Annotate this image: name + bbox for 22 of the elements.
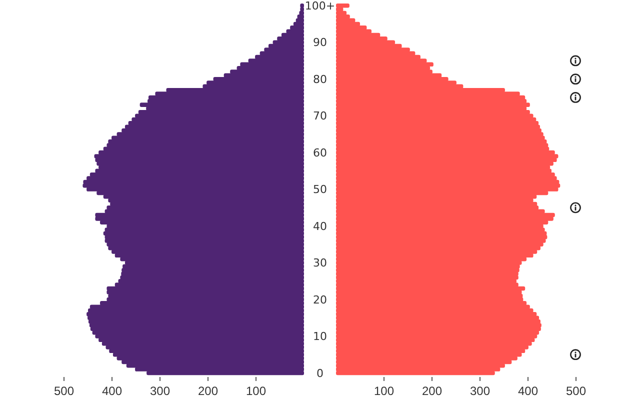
y-tick-label: 20 [313, 293, 327, 306]
x-tick-label: 200 [422, 384, 442, 398]
y-tick-label: 90 [313, 36, 327, 50]
x-tick-label: 100 [374, 384, 394, 398]
y-tick-label: 70 [313, 110, 327, 123]
x-tick-label: 100 [246, 384, 266, 398]
y-tick-label: 0 [316, 366, 324, 380]
x-tick-label: 300 [150, 384, 170, 398]
x-tick-label: 500 [54, 384, 74, 398]
x-tick-label: 300 [470, 384, 490, 398]
y-tick-label: 100+ [304, 0, 336, 12]
x-tick-label: 400 [518, 384, 538, 398]
x-tick-label: 400 [102, 384, 122, 398]
y-tick-label: 60 [313, 146, 327, 160]
x-tick-label: 200 [198, 384, 218, 398]
bar [336, 4, 350, 8]
y-tick-label: 30 [313, 256, 327, 270]
x-tick-label: 500 [566, 384, 586, 398]
y-tick-label: 40 [313, 220, 327, 233]
y-tick-label: 80 [313, 72, 327, 86]
y-tick-label: 10 [313, 330, 327, 344]
y-tick-label: 50 [313, 183, 327, 196]
